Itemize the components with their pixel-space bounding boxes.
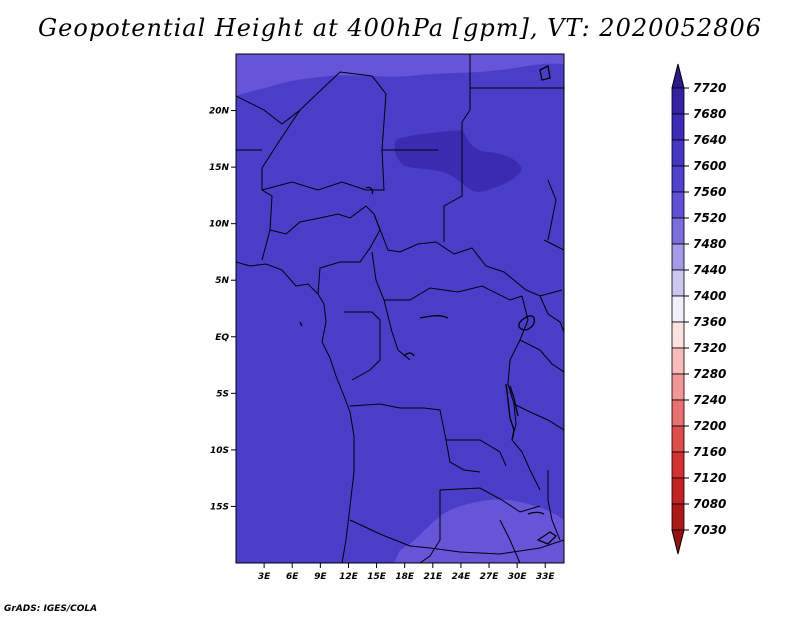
lon-tick-label: 33E — [536, 572, 556, 582]
colorbar-level-label: 7600 — [693, 159, 726, 173]
lon-tick-label: 18E — [395, 572, 415, 582]
colorbar-level-label: 7640 — [693, 133, 726, 147]
colorbar-segment — [671, 87, 685, 115]
chart-title: Geopotential Height at 400hPa [gpm], VT:… — [38, 14, 762, 42]
grads-credit: GrADS: IGES/COLA — [4, 604, 98, 614]
contour-fill-top-light — [236, 54, 564, 96]
lon-tick-label: 30E — [508, 572, 528, 582]
latitude-axis: 20N 15N 10N 5N EQ 5S 10S 15S — [209, 107, 236, 512]
colorbar-level-label: 7520 — [693, 211, 726, 225]
lat-tick-label: 20N — [209, 107, 230, 117]
lon-tick-label: 27E — [480, 572, 500, 582]
contour-fill-bottom-light — [394, 499, 564, 563]
colorbar-level-label: 7560 — [693, 185, 726, 199]
colorbar-level-label: 7360 — [693, 315, 726, 329]
lat-tick-label: 10N — [209, 220, 230, 230]
lon-tick-label: 24E — [452, 572, 472, 582]
colorbar-level-label: 7120 — [693, 471, 726, 485]
colorbar: 7720 7680 7640 7600 7560 7520 7480 7440 7400 7360… — [671, 63, 726, 555]
colorbar-level-label: 7240 — [693, 393, 726, 407]
colorbar-segment — [671, 113, 685, 141]
colorbar-bottom-arrow — [671, 529, 685, 555]
lon-tick-label: 3E — [258, 572, 271, 582]
lat-tick-label: 5S — [216, 389, 229, 399]
colorbar-level-label: 7080 — [693, 497, 726, 511]
colorbar-level-label: 7280 — [693, 367, 726, 381]
colorbar-segment — [671, 347, 685, 375]
lat-tick-label: 10S — [210, 446, 229, 456]
lon-tick-label: 15E — [367, 572, 387, 582]
colorbar-segment — [671, 139, 685, 167]
lat-tick-label: EQ — [215, 333, 229, 343]
lon-tick-label: 12E — [339, 572, 359, 582]
colorbar-segment — [671, 295, 685, 323]
lon-tick-label: 21E — [423, 572, 443, 582]
colorbar-level-label: 7320 — [693, 341, 726, 355]
colorbar-segment — [671, 321, 685, 349]
contour-fill-dark-cell — [394, 130, 522, 192]
lat-tick-label: 5N — [215, 276, 229, 286]
colorbar-level-label: 7480 — [693, 237, 726, 251]
colorbar-level-label: 7440 — [693, 263, 726, 277]
lat-tick-label: 15N — [209, 163, 230, 173]
colorbar-segment — [671, 269, 685, 297]
colorbar-segment — [671, 373, 685, 401]
colorbar-level-label: 7160 — [693, 445, 726, 459]
colorbar-segment — [671, 165, 685, 193]
colorbar-level-label: 7720 — [693, 81, 726, 95]
longitude-axis: 3E 6E 9E 12E 15E 18E 21E 24E 27E 30E 33E — [258, 563, 556, 582]
lakes — [299, 65, 558, 545]
colorbar-level-label: 7200 — [693, 419, 726, 433]
colorbar-segment — [671, 191, 685, 219]
colorbar-segment — [671, 243, 685, 271]
lon-tick-label: 6E — [286, 572, 299, 582]
colorbar-level-label: 7400 — [693, 289, 726, 303]
colorbar-segment — [671, 503, 685, 531]
country-borders — [236, 54, 564, 563]
colorbar-level-label: 7680 — [693, 107, 726, 121]
colorbar-segment — [671, 451, 685, 479]
colorbar-top-arrow — [671, 63, 685, 89]
colorbar-segment — [671, 477, 685, 505]
colorbar-segment — [671, 217, 685, 245]
colorbar-level-label: 7030 — [693, 523, 726, 537]
map-frame — [235, 53, 565, 564]
lat-tick-label: 15S — [210, 502, 229, 512]
map-base-fill — [236, 54, 564, 563]
lon-tick-label: 9E — [314, 572, 327, 582]
colorbar-segment — [671, 399, 685, 427]
colorbar-segment — [671, 425, 685, 453]
